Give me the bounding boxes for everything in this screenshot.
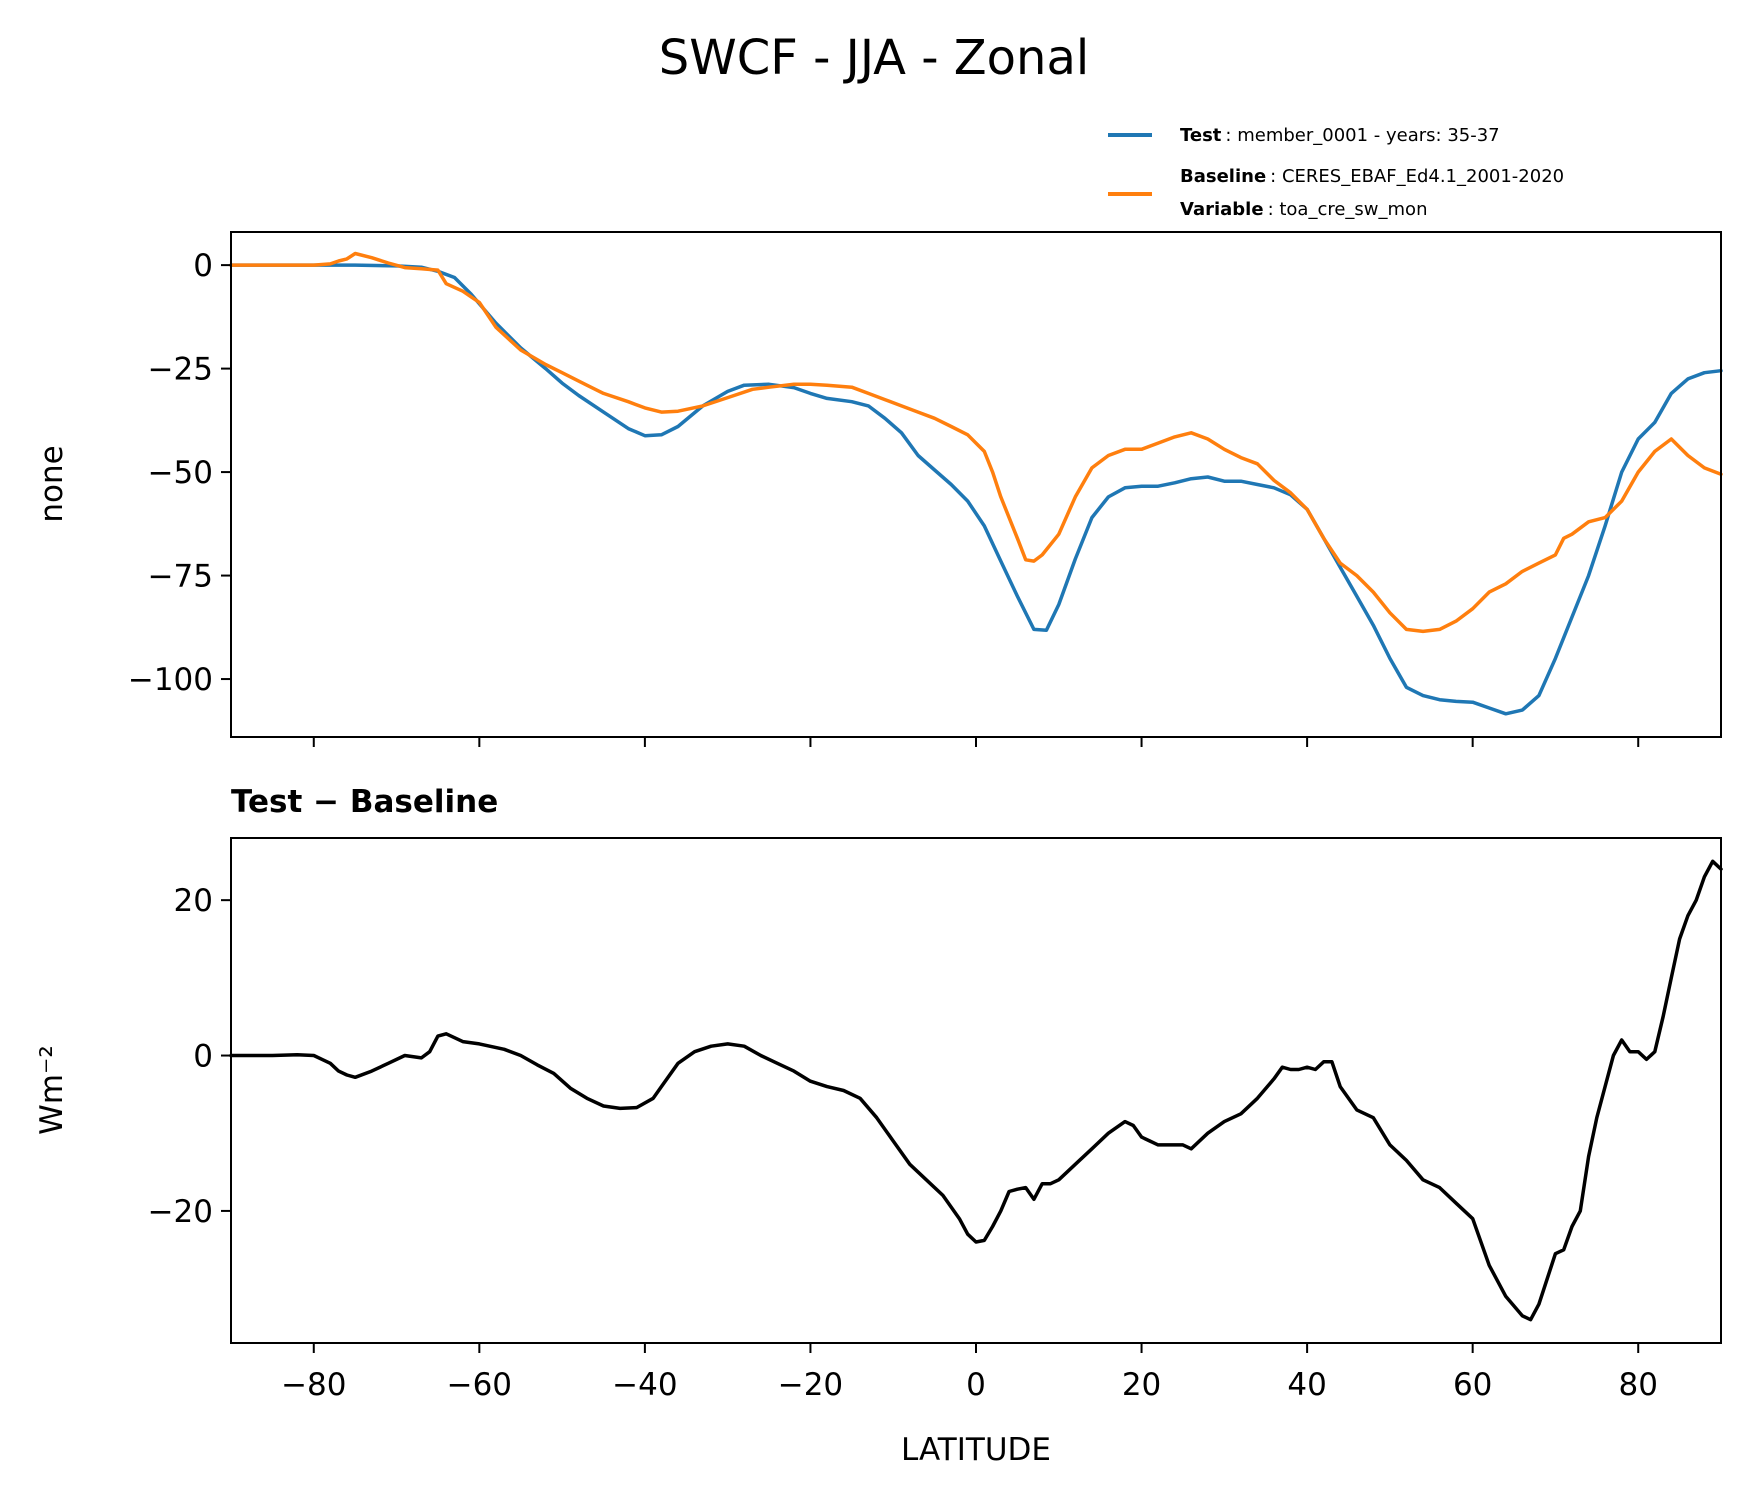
bottom-x-tick-label: −40 <box>612 1367 677 1403</box>
top-y-tick-label: −50 <box>148 455 213 491</box>
bottom-x-ticks: −80 −60 −40 −20 0 20 40 60 80 <box>281 1343 1658 1403</box>
legend-test-label: Test: member_0001 - years: 35-37 <box>1180 125 1500 146</box>
legend-variable-label: Variable: toa_cre_sw_mon <box>1180 199 1427 220</box>
bottom-x-tick-label: 20 <box>1122 1367 1161 1403</box>
top-y-ticks: 0 −25 −50 −75 −100 <box>128 248 231 698</box>
bottom-x-tick-label: −80 <box>281 1367 346 1403</box>
bottom-y-tick-label: 0 <box>193 1039 213 1075</box>
top-series-group <box>229 251 1723 716</box>
top-y-label: none <box>34 445 70 522</box>
bottom-x-tick-label: −60 <box>447 1367 512 1403</box>
legend-baseline-label: Baseline: CERES_EBAF_Ed4.1_2001-2020 <box>1180 166 1564 187</box>
top-y-tick-label: −75 <box>148 559 213 595</box>
bottom-series-group <box>229 859 1723 1322</box>
top-y-tick-label: −100 <box>128 662 213 698</box>
top-y-tick-label: −25 <box>148 352 213 388</box>
bottom-series-line-1 <box>229 859 1723 1322</box>
bottom-panel-title: Test − Baseline <box>231 784 498 820</box>
top-series-line-2 <box>229 251 1723 634</box>
bottom-x-tick-label: 60 <box>1453 1367 1492 1403</box>
figure-title: SWCF - JJA - Zonal <box>659 30 1089 86</box>
top-y-tick-label: 0 <box>193 248 213 284</box>
bottom-panel: Test − Baseline 20 0 −20 −80 −60 −40 −20 0 20 40… <box>34 784 1723 1468</box>
bottom-x-tick-label: 0 <box>966 1367 986 1403</box>
top-panel: 0 −25 −50 −75 −100 none <box>34 231 1723 747</box>
bottom-x-tick-label: 80 <box>1618 1367 1657 1403</box>
x-axis-label: LATITUDE <box>901 1432 1051 1468</box>
top-x-ticks <box>312 737 1640 747</box>
top-series-line-1 <box>229 263 1723 716</box>
bottom-y-tick-label: −20 <box>148 1194 213 1230</box>
bottom-y-label: Wm⁻² <box>34 1045 70 1135</box>
bottom-y-tick-label: 20 <box>174 883 213 919</box>
bottom-y-ticks: 20 0 −20 <box>148 883 231 1230</box>
bottom-x-tick-label: 40 <box>1287 1367 1326 1403</box>
legend: Test: member_0001 - years: 35-37 Baselin… <box>1108 125 1564 220</box>
bottom-x-tick-label: −20 <box>778 1367 843 1403</box>
